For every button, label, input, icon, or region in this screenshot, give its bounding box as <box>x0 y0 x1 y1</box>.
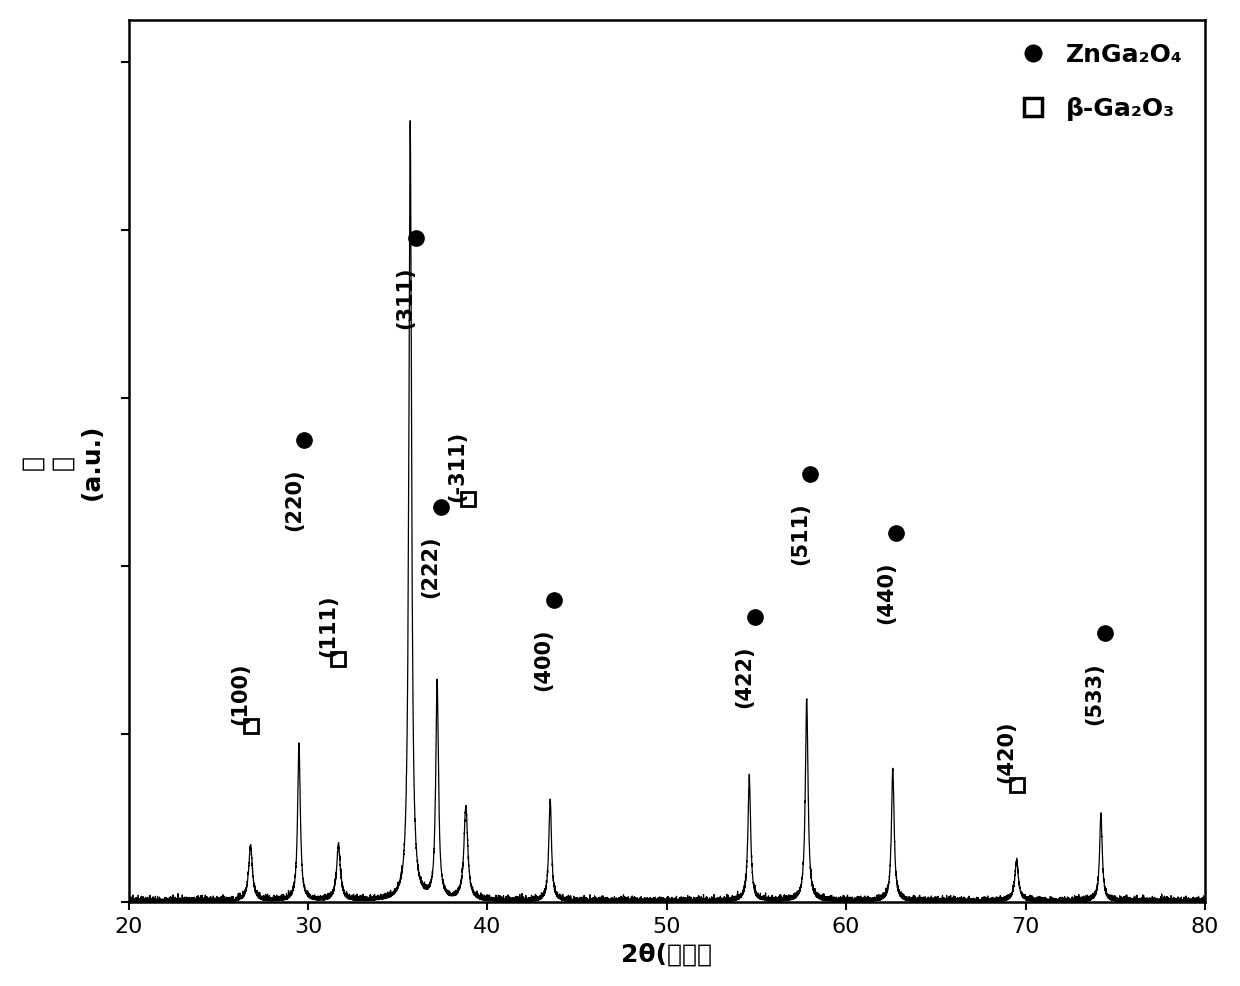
Text: (100): (100) <box>231 662 250 724</box>
Text: (422): (422) <box>734 645 755 707</box>
Text: (533): (533) <box>1085 662 1105 724</box>
Text: (440): (440) <box>877 561 897 623</box>
Text: (311): (311) <box>396 266 415 329</box>
Text: (111): (111) <box>319 595 339 657</box>
Text: (420): (420) <box>997 720 1017 783</box>
Text: (-311): (-311) <box>448 430 467 502</box>
Text: (220): (220) <box>284 468 304 530</box>
Legend: ZnGa₂O₄, β-Ga₂O₃: ZnGa₂O₄, β-Ga₂O₃ <box>1011 34 1193 131</box>
Text: (511): (511) <box>790 502 810 564</box>
Y-axis label: 强
度
(a.u.): 强 度 (a.u.) <box>21 424 104 500</box>
Text: (400): (400) <box>533 628 554 690</box>
Text: (222): (222) <box>420 535 440 598</box>
X-axis label: 2θ(角度）: 2θ(角度） <box>621 942 712 965</box>
